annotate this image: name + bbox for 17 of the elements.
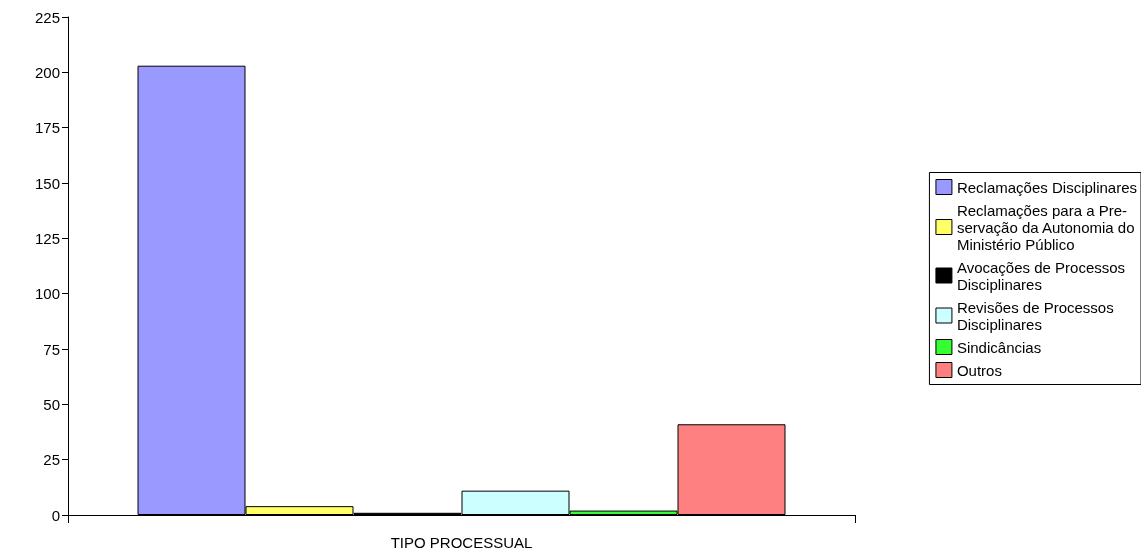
legend-label: Revisões de Processos Disciplinares — [956, 298, 1114, 333]
legend-label: Reclamações Disciplinares — [956, 178, 1138, 196]
y-tick-label: 125 — [34, 229, 60, 247]
y-tick-label: 100 — [34, 285, 60, 303]
y-tick-label: 25 — [43, 451, 60, 469]
legend-label: Reclamações para a Pre- servação da Autonomia do Ministério Público — [956, 201, 1135, 253]
y-tick-label: 200 — [34, 63, 60, 81]
legend-label: Sindicâncias — [956, 338, 1042, 356]
y-tick-label: 0 — [51, 506, 60, 524]
legend-label: Outros — [956, 361, 1002, 379]
y-tick-label: 75 — [43, 340, 60, 358]
legend-label: Avocações de Processos Disciplinares — [956, 258, 1126, 293]
y-tick-label: 225 — [34, 8, 60, 26]
y-tick-label: 175 — [34, 119, 60, 137]
y-tick-label: 150 — [34, 174, 60, 192]
x-tick-label: TIPO PROCESSUAL — [390, 534, 533, 551]
y-tick-label: 50 — [43, 395, 60, 413]
